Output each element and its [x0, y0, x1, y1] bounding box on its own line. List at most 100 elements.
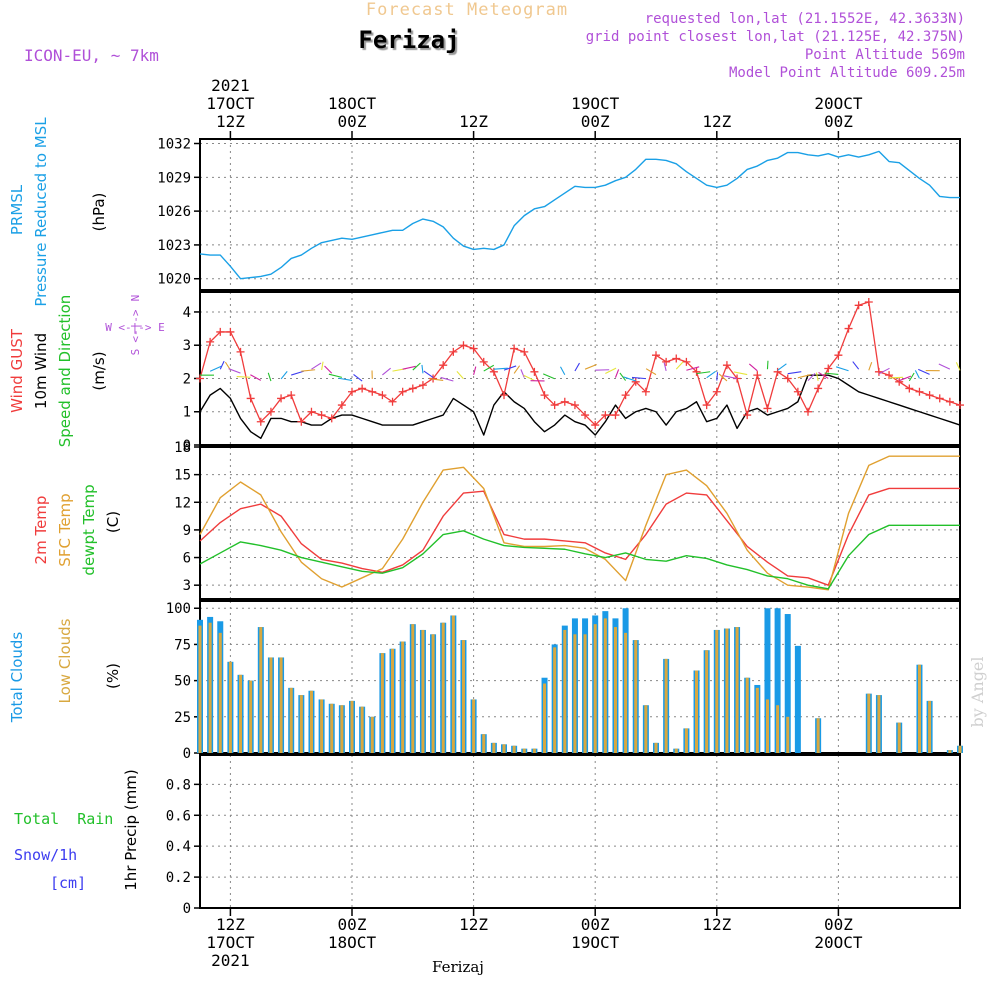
low-cloud-bar — [502, 744, 506, 753]
low-cloud-bar — [370, 716, 374, 753]
y-tick-label: 1020 — [157, 272, 191, 288]
rain-label: Total Rain — [14, 810, 113, 828]
wind-arrow — [584, 363, 597, 370]
gust-marker — [702, 401, 711, 410]
gust-marker — [631, 377, 640, 386]
gust-marker — [307, 407, 316, 416]
place-title: Ferizaj — [358, 26, 459, 54]
wind-arrow — [301, 369, 316, 372]
wind-arrow — [748, 363, 758, 372]
wind-arrow — [663, 362, 667, 372]
wind-arrow — [852, 361, 860, 370]
gust-marker — [439, 361, 448, 370]
wind-arrow — [623, 376, 636, 382]
gust-marker — [479, 357, 488, 366]
wind-arrow — [311, 362, 322, 370]
y-tick-label: 3 — [183, 578, 191, 594]
panel-frame — [199, 138, 961, 291]
watermark: by Angel — [968, 656, 987, 727]
wind-arrow — [777, 363, 787, 371]
pressure-line — [199, 150, 960, 280]
wind-arrow — [228, 368, 241, 374]
low-cloud-bar — [917, 664, 921, 753]
wind-arrow — [523, 374, 535, 382]
wind-speed-dir-label: Speed and Direction — [56, 295, 74, 448]
wind-arrow — [686, 366, 700, 371]
wind-arrow — [824, 372, 839, 375]
wind-arrow — [353, 373, 363, 382]
y-tick-label: 0 — [183, 901, 191, 917]
gust-marker — [621, 391, 630, 400]
low-cloud-bar — [634, 640, 638, 753]
sfc-temp-line — [199, 455, 960, 591]
gust-marker — [925, 391, 934, 400]
low-cloud-bar — [644, 705, 648, 753]
wind-arrow — [209, 365, 222, 372]
low-cloud-bar — [776, 705, 780, 753]
time-label-bottom: 00Z — [338, 915, 367, 934]
gust-marker — [216, 327, 225, 336]
precip-labels: Total Rain Snow/1h [cm] 1hr Precip (mm) — [14, 769, 140, 892]
low-cloud-bar — [897, 722, 901, 753]
low-cloud-bar — [320, 699, 324, 753]
gust-marker — [945, 397, 954, 406]
gust-marker — [652, 351, 660, 360]
wind-labels: Wind GUST 10m Wind Speed and Direction (… — [8, 295, 165, 448]
wind-arrow — [614, 369, 620, 378]
wind-arrow — [716, 372, 719, 381]
y-tick-label: 15 — [174, 468, 191, 484]
low-cloud-bar — [613, 627, 617, 753]
wind-arrow — [280, 371, 288, 380]
gust-marker — [398, 387, 407, 396]
low-cloud-bar — [867, 693, 871, 753]
low-cloud-bar — [441, 622, 445, 753]
low-cloud-bar — [391, 648, 395, 753]
sfc-temp-label: SFC Temp — [56, 493, 74, 566]
low-cloud-bar — [563, 629, 567, 753]
low-cloud-bar — [948, 750, 952, 753]
info-line-requested: requested lon,lat (21.1552E, 42.3633N) — [645, 11, 965, 27]
info-line-model-altitude: Model Point Altitude 609.25m — [729, 65, 965, 81]
y-tick-label: 1032 — [157, 137, 191, 153]
wind-arrow — [938, 363, 951, 370]
gust-marker — [591, 421, 600, 430]
gust-marker — [753, 371, 762, 380]
pressure-unit: (hPa) — [90, 193, 108, 232]
gust-marker — [824, 364, 833, 373]
time-label-top: 12Z — [459, 112, 488, 131]
wind-arrow — [815, 372, 819, 382]
low-cloud-bar — [583, 634, 587, 753]
low-cloud-bar — [421, 629, 425, 753]
wind-arrow — [493, 367, 508, 370]
time-label-top: 12Z — [702, 112, 731, 131]
info-line-gridpoint: grid point closest lon,lat (21.125E, 42.… — [586, 29, 965, 45]
gust-marker — [773, 367, 782, 376]
low-cloud-bar — [340, 705, 344, 753]
gust-marker — [712, 387, 721, 396]
wind-arrow — [440, 376, 454, 382]
snow-label: Snow/1h — [14, 846, 77, 864]
wind-arrow — [914, 370, 920, 379]
gust-marker — [246, 394, 255, 403]
gust-marker — [915, 387, 924, 396]
wind-arrow — [718, 373, 728, 382]
low-cloud-bar — [309, 690, 313, 753]
low-cloud-bar — [228, 661, 232, 753]
wind-arrow — [908, 372, 915, 382]
low-cloud-bar — [877, 695, 881, 753]
wind-arrow — [402, 365, 416, 370]
y-tick-label: 12 — [174, 495, 191, 511]
temp2m-line — [199, 487, 960, 586]
gust-marker — [672, 354, 681, 363]
low-cloud-bar — [472, 699, 476, 753]
gust-marker — [814, 384, 823, 393]
low-cloud-bar — [522, 748, 526, 753]
wind-arrow — [473, 366, 477, 375]
wind-arrow — [421, 364, 424, 374]
gust-marker — [783, 374, 792, 383]
time-label-bottom: 12Z — [459, 915, 488, 934]
model-label: ICON-EU, ~ 7km — [24, 46, 159, 65]
low-cloud-bar — [816, 718, 820, 753]
wind-unit: (m/s) — [90, 351, 108, 390]
gust-marker — [935, 394, 944, 403]
